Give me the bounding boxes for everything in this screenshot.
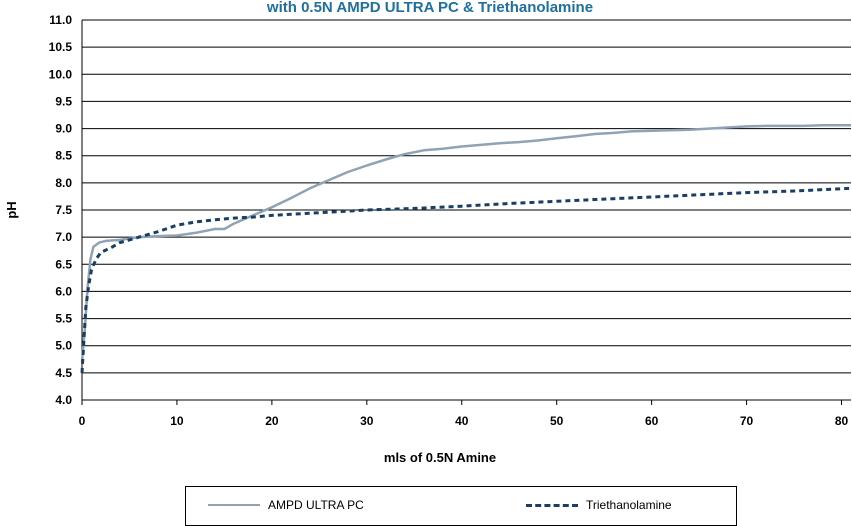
series-line-triethanolamine xyxy=(80,186,852,373)
y-tick-label: 8.5 xyxy=(55,149,72,163)
x-tick-label: 70 xyxy=(740,414,754,428)
y-tick-label: 7.0 xyxy=(55,230,72,244)
x-tick-label: 10 xyxy=(170,414,184,428)
legend-item-ampd: AMPD ULTRA PC xyxy=(208,498,364,512)
y-tick-label: 10.0 xyxy=(49,67,73,81)
legend-label-ampd: AMPD ULTRA PC xyxy=(268,498,364,512)
y-axis-label: pH xyxy=(4,201,19,218)
y-tick-label: 6.5 xyxy=(55,257,72,271)
y-tick-label: 4.0 xyxy=(55,393,72,407)
x-tick-label: 30 xyxy=(360,414,374,428)
series-layer xyxy=(80,124,852,373)
y-tick-label: 10.5 xyxy=(49,40,73,54)
grid xyxy=(81,19,851,405)
chart-title: with 0.5N AMPD ULTRA PC & Triethanolamin… xyxy=(266,0,593,16)
y-tick-label: 4.5 xyxy=(55,366,72,380)
y-tick-label: 6.0 xyxy=(55,284,72,298)
y-tick-labels: 4.0 4.5 5.0 5.5 6.0 6.5 7.0 7.5 8.0 8.5 9.0 9.5 10.0… xyxy=(49,13,73,407)
x-tick-label: 60 xyxy=(645,414,659,428)
y-tick-label: 7.5 xyxy=(55,203,72,217)
y-tick-label: 9.5 xyxy=(55,94,72,108)
y-tick-label: 11.0 xyxy=(49,13,72,27)
legend-item-triethanolamine: Triethanolamine xyxy=(526,498,672,512)
legend-swatch-triethanolamine xyxy=(526,503,578,507)
x-tick-label: 40 xyxy=(455,414,469,428)
x-tick-label: 80 xyxy=(835,414,849,428)
x-tick-label: 0 xyxy=(79,414,86,428)
y-tick-label: 5.5 xyxy=(55,312,72,326)
x-tick-label: 50 xyxy=(550,414,564,428)
y-tick-label: 9.0 xyxy=(55,122,72,136)
y-tick-label: 5.0 xyxy=(55,339,72,353)
legend-swatch-ampd xyxy=(208,504,260,506)
x-axis-label: mls of 0.5N Amine xyxy=(384,450,496,465)
x-tick-label: 20 xyxy=(265,414,279,428)
x-tick-labels: 0 10 20 30 40 50 60 70 80 xyxy=(79,414,849,428)
y-tick-label: 8.0 xyxy=(55,176,72,190)
series-line-ampd-ultra-pc xyxy=(80,124,851,363)
legend-label-triethanolamine: Triethanolamine xyxy=(586,498,672,512)
legend: AMPD ULTRA PC Triethanolamine xyxy=(185,486,737,526)
